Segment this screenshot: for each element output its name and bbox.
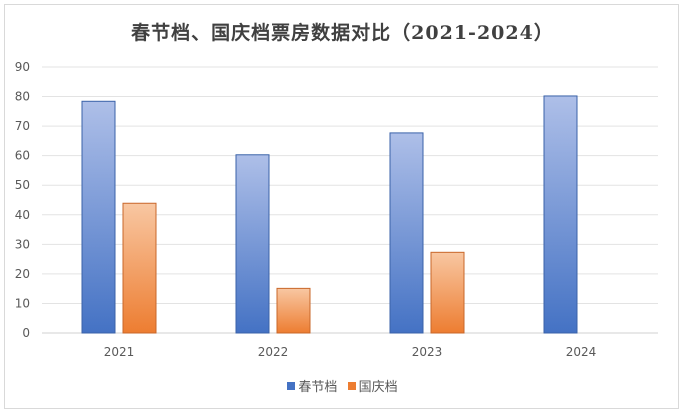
chart-frame	[4, 4, 679, 409]
legend-swatch-spring	[287, 381, 296, 390]
x-tick-label: 2022	[258, 345, 289, 359]
x-tick-label: 2024	[566, 345, 597, 359]
bar-spring-2022	[235, 154, 270, 334]
y-tick-label: 20	[15, 267, 30, 281]
bar-spring-2023	[389, 132, 424, 334]
y-tick-label: 10	[15, 296, 30, 310]
legend-item-spring: 春节档	[287, 376, 337, 395]
bar-national-2021	[122, 202, 157, 334]
bar-national-2022	[276, 287, 311, 334]
bar-spring-2021	[81, 100, 116, 334]
y-tick-label: 60	[15, 149, 30, 163]
y-tick-label: 80	[15, 90, 30, 104]
bar-national-2023	[430, 251, 465, 334]
y-tick-label: 30	[15, 237, 30, 251]
legend-swatch-national	[347, 381, 356, 390]
y-tick-label: 90	[15, 60, 30, 74]
y-tick-label: 0	[22, 326, 30, 340]
x-tick-label: 2021	[104, 345, 135, 359]
y-tick-label: 50	[15, 178, 30, 192]
bar-spring-2024	[543, 95, 578, 334]
x-tick-label: 2023	[412, 345, 443, 359]
y-tick-label: 70	[15, 119, 30, 133]
legend: 春节档 国庆档	[0, 376, 685, 395]
chart-title: 春节档、国庆档票房数据对比（2021-2024）	[131, 22, 554, 44]
legend-label-spring: 春节档	[298, 380, 338, 395]
legend-item-national: 国庆档	[347, 376, 398, 395]
legend-label-national: 国庆档	[358, 380, 398, 395]
y-tick-label: 40	[15, 208, 30, 222]
